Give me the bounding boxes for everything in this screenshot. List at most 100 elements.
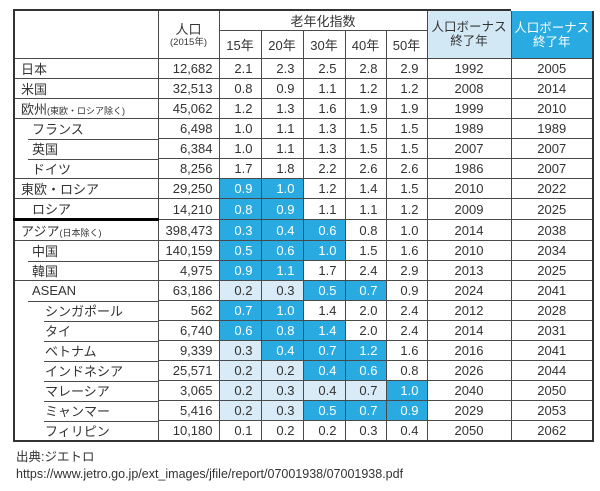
table-row: 米国 32,513 0.8 0.9 1.1 1.2 1.2 2008 2014 [13, 78, 594, 99]
table-row: 日本 12,682 2.1 2.3 2.5 2.8 2.9 1992 2005 [13, 58, 594, 79]
aging-index-cell: 1.0 [302, 240, 346, 261]
population-year-label: (2015年) [170, 36, 207, 48]
aging-index-cell: 1.6 [385, 340, 428, 361]
table-row: 韓国 4,975 0.9 1.1 1.7 2.4 2.9 2013 2025 [13, 260, 594, 281]
aging-index-cell: 0.6 [344, 360, 387, 381]
aging-index-cell: 1.5 [344, 118, 387, 139]
aging-index-cell: 2.5 [302, 58, 346, 79]
country-cell: 東欧・ロシア [13, 178, 159, 199]
aging-index-cell: 2.4 [385, 300, 428, 321]
country-column-header [13, 9, 159, 59]
aging-index-cell: 0.1 [218, 420, 262, 441]
bonus-end-year-1-cell: 2010 [426, 240, 512, 261]
population-cell: 14,210 [157, 198, 220, 220]
aging-index-cell: 1.0 [218, 138, 262, 159]
table-row: フランス 6,498 1.0 1.1 1.3 1.5 1.5 1989 1989 [13, 118, 594, 139]
bonus-end-year-2-cell: 2005 [510, 58, 594, 79]
aging-index-cell: 0.7 [344, 280, 387, 301]
table-row: マレーシア 3,065 0.2 0.3 0.4 0.7 1.0 2040 2050 [13, 380, 594, 401]
bonus-end-year-2-cell: 2041 [510, 340, 594, 361]
aging-index-cell: 0.7 [218, 300, 262, 321]
aging-index-cell: 0.2 [218, 380, 262, 401]
aging-index-cell: 1.2 [385, 78, 428, 99]
aging-index-cell: 0.3 [218, 219, 262, 241]
country-cell: 韓国 [13, 260, 159, 281]
country-cell: シンガポール [13, 300, 159, 321]
bonus-end-year-1-cell: 2008 [426, 78, 512, 99]
country-cell: ベトナム [13, 340, 159, 361]
aging-index-cell: 1.7 [302, 260, 346, 281]
population-cell: 25,571 [157, 360, 220, 381]
aging-index-header: 老年化指数 [218, 9, 428, 31]
bonus-end-year-2-cell: 2010 [510, 98, 594, 119]
header-row-1: 人口 (2015年) 老年化指数 人口ボーナス 終了年 人口ボーナス 終了年 [13, 8, 594, 59]
bonus-end-year-2-cell: 2028 [510, 300, 594, 321]
bonus-end-year-1-cell: 2007 [426, 138, 512, 159]
country-cell: フランス [13, 118, 159, 139]
aging-col-40: 40年 [344, 30, 387, 59]
bonus-end-year-2-cell: 2014 [510, 78, 594, 99]
bonus-end-year-2-cell: 2025 [510, 260, 594, 281]
country-cell: フィリピン [13, 420, 159, 441]
aging-index-cell: 2.0 [344, 320, 387, 341]
table-row: ロシア 14,210 0.8 0.9 1.1 1.1 1.2 2009 2025 [13, 198, 594, 220]
population-cell: 6,498 [157, 118, 220, 139]
aging-index-cell: 2.2 [302, 158, 346, 179]
aging-index-cell: 0.4 [302, 380, 346, 401]
bonus-end-year-1-cell: 2010 [426, 178, 512, 199]
aging-index-cell: 0.5 [302, 400, 346, 421]
country-cell: 中国 [13, 240, 159, 261]
country-cell: タイ [13, 320, 159, 341]
bonus-end-year-1-cell: 2016 [426, 340, 512, 361]
country-cell: 欧州(東欧・ロシア除く) [13, 98, 159, 119]
aging-index-cell: 0.8 [260, 320, 304, 341]
aging-index-cell: 0.3 [218, 340, 262, 361]
bonus-end-year-1-cell: 1999 [426, 98, 512, 119]
aging-index-cell: 0.6 [218, 320, 262, 341]
bonus-end-year-1-cell: 2040 [426, 380, 512, 401]
aging-index-cell: 0.9 [385, 400, 428, 421]
bonus-end-year-2-cell: 2050 [510, 380, 594, 401]
aging-index-cell: 1.9 [385, 98, 428, 119]
country-cell: 米国 [13, 78, 159, 99]
country-cell: ロシア [13, 198, 159, 220]
aging-index-cell: 1.5 [344, 138, 387, 159]
aging-index-cell: 0.2 [218, 360, 262, 381]
aging-index-cell: 2.0 [344, 300, 387, 321]
aging-index-cell: 2.3 [260, 58, 304, 79]
bonus-end-year-1-cell: 2026 [426, 360, 512, 381]
source-url[interactable]: https://www.jetro.go.jp/ext_images/jfile… [16, 466, 404, 481]
table-row: 東欧・ロシア 29,250 0.9 1.0 1.2 1.4 1.5 2010 2022 [13, 178, 594, 199]
bonus-end-year-1-cell: 1992 [426, 58, 512, 79]
bonus-end-year-2-cell: 2034 [510, 240, 594, 261]
aging-index-cell: 1.1 [302, 198, 346, 220]
aging-index-cell: 1.3 [302, 138, 346, 159]
aging-index-cell: 0.9 [385, 280, 428, 301]
aging-index-cell: 0.9 [260, 78, 304, 99]
bonus2-line2: 終了年 [532, 34, 571, 49]
bonus-end-year-1-cell: 2050 [426, 420, 512, 441]
aging-index-cell: 1.8 [260, 158, 304, 179]
population-cell: 9,339 [157, 340, 220, 361]
aging-index-cell: 1.5 [344, 240, 387, 261]
country-cell: 日本 [13, 58, 159, 79]
aging-index-cell: 0.4 [260, 340, 304, 361]
aging-index-cell: 1.0 [260, 300, 304, 321]
aging-index-cell: 0.4 [260, 219, 304, 241]
aging-index-cell: 2.4 [385, 320, 428, 341]
aging-index-cell: 0.3 [260, 280, 304, 301]
aging-index-cell: 0.2 [218, 280, 262, 301]
table-row: タイ 6,740 0.6 0.8 1.4 2.0 2.4 2014 2031 [13, 320, 594, 341]
aging-index-cell: 2.8 [344, 58, 387, 79]
aging-index-cell: 0.3 [260, 380, 304, 401]
aging-index-cell: 0.2 [260, 420, 304, 441]
bonus-end-year-2-cell: 2031 [510, 320, 594, 341]
aging-index-cell: 1.3 [302, 118, 346, 139]
aging-index-cell: 0.9 [218, 260, 262, 281]
population-cell: 6,740 [157, 320, 220, 341]
aging-index-cell: 1.2 [218, 98, 262, 119]
aging-index-cell: 1.1 [344, 198, 387, 220]
table-row: インドネシア 25,571 0.2 0.2 0.4 0.6 0.8 2026 2044 [13, 360, 594, 381]
country-cell: ASEAN [13, 280, 159, 301]
aging-index-cell: 0.9 [260, 198, 304, 220]
